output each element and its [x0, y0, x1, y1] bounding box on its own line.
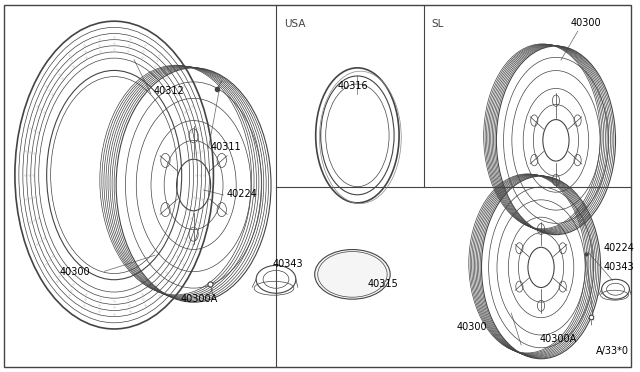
Text: 40224: 40224 — [227, 189, 257, 199]
Text: A/33*0: A/33*0 — [596, 346, 628, 356]
Text: 40315: 40315 — [367, 279, 398, 289]
Text: 40343: 40343 — [604, 262, 634, 272]
Text: 40312: 40312 — [154, 86, 184, 96]
Text: SL: SL — [432, 19, 444, 29]
Ellipse shape — [315, 250, 390, 299]
Text: 40300A: 40300A — [180, 294, 218, 304]
Text: 40316: 40316 — [337, 81, 368, 91]
Text: 40300: 40300 — [60, 267, 90, 278]
Text: 40300: 40300 — [571, 18, 602, 28]
Text: 40311: 40311 — [211, 142, 241, 152]
Text: USA: USA — [284, 19, 305, 29]
Text: 40343: 40343 — [273, 259, 303, 269]
Text: 40300A: 40300A — [539, 334, 576, 344]
Text: 40300: 40300 — [457, 322, 487, 332]
Text: 40224: 40224 — [604, 243, 634, 253]
